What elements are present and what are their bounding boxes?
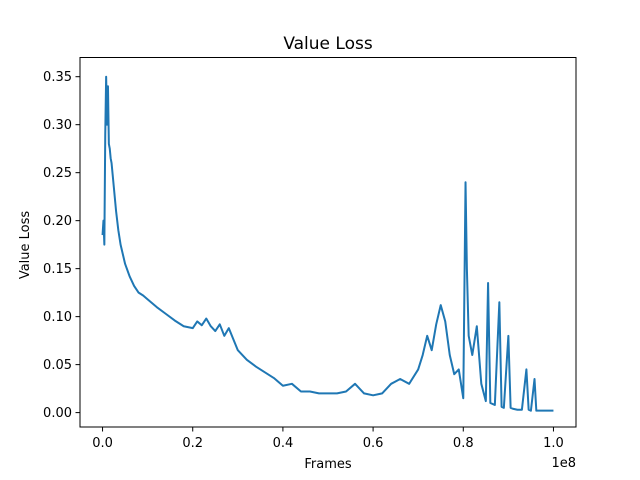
y-tick-label: 0.20 (43, 214, 72, 229)
y-tick-label: 0.05 (43, 358, 72, 373)
y-tick-label: 0.10 (43, 310, 72, 325)
x-axis: 0.0 0.2 0.4 0.6 0.8 1.0 (92, 427, 564, 451)
y-tick-label: 0.25 (43, 166, 72, 181)
x-tick-label: 1.0 (543, 436, 564, 451)
value-loss-line (101, 75, 554, 412)
x-tick-label: 0.8 (453, 436, 474, 451)
x-offset-label: 1e8 (551, 456, 576, 471)
plot-area (101, 75, 554, 412)
y-tick-label: 0.00 (43, 406, 72, 421)
x-axis-label: Frames (304, 457, 352, 472)
chart-title: Value Loss (283, 34, 373, 54)
y-tick-label: 0.15 (43, 262, 72, 277)
axes-frame (79, 57, 577, 428)
x-tick-label: 0.0 (92, 436, 113, 451)
y-axis: 0.00 0.05 0.10 0.15 0.20 0.25 0.30 0.35 (43, 70, 80, 421)
x-tick-label: 0.4 (273, 436, 294, 451)
x-tick-label: 0.2 (182, 436, 203, 451)
y-tick-label: 0.30 (43, 118, 72, 133)
y-tick-label: 0.35 (43, 70, 72, 85)
y-axis-label: Value Loss (18, 211, 33, 280)
x-tick-label: 0.6 (363, 436, 384, 451)
